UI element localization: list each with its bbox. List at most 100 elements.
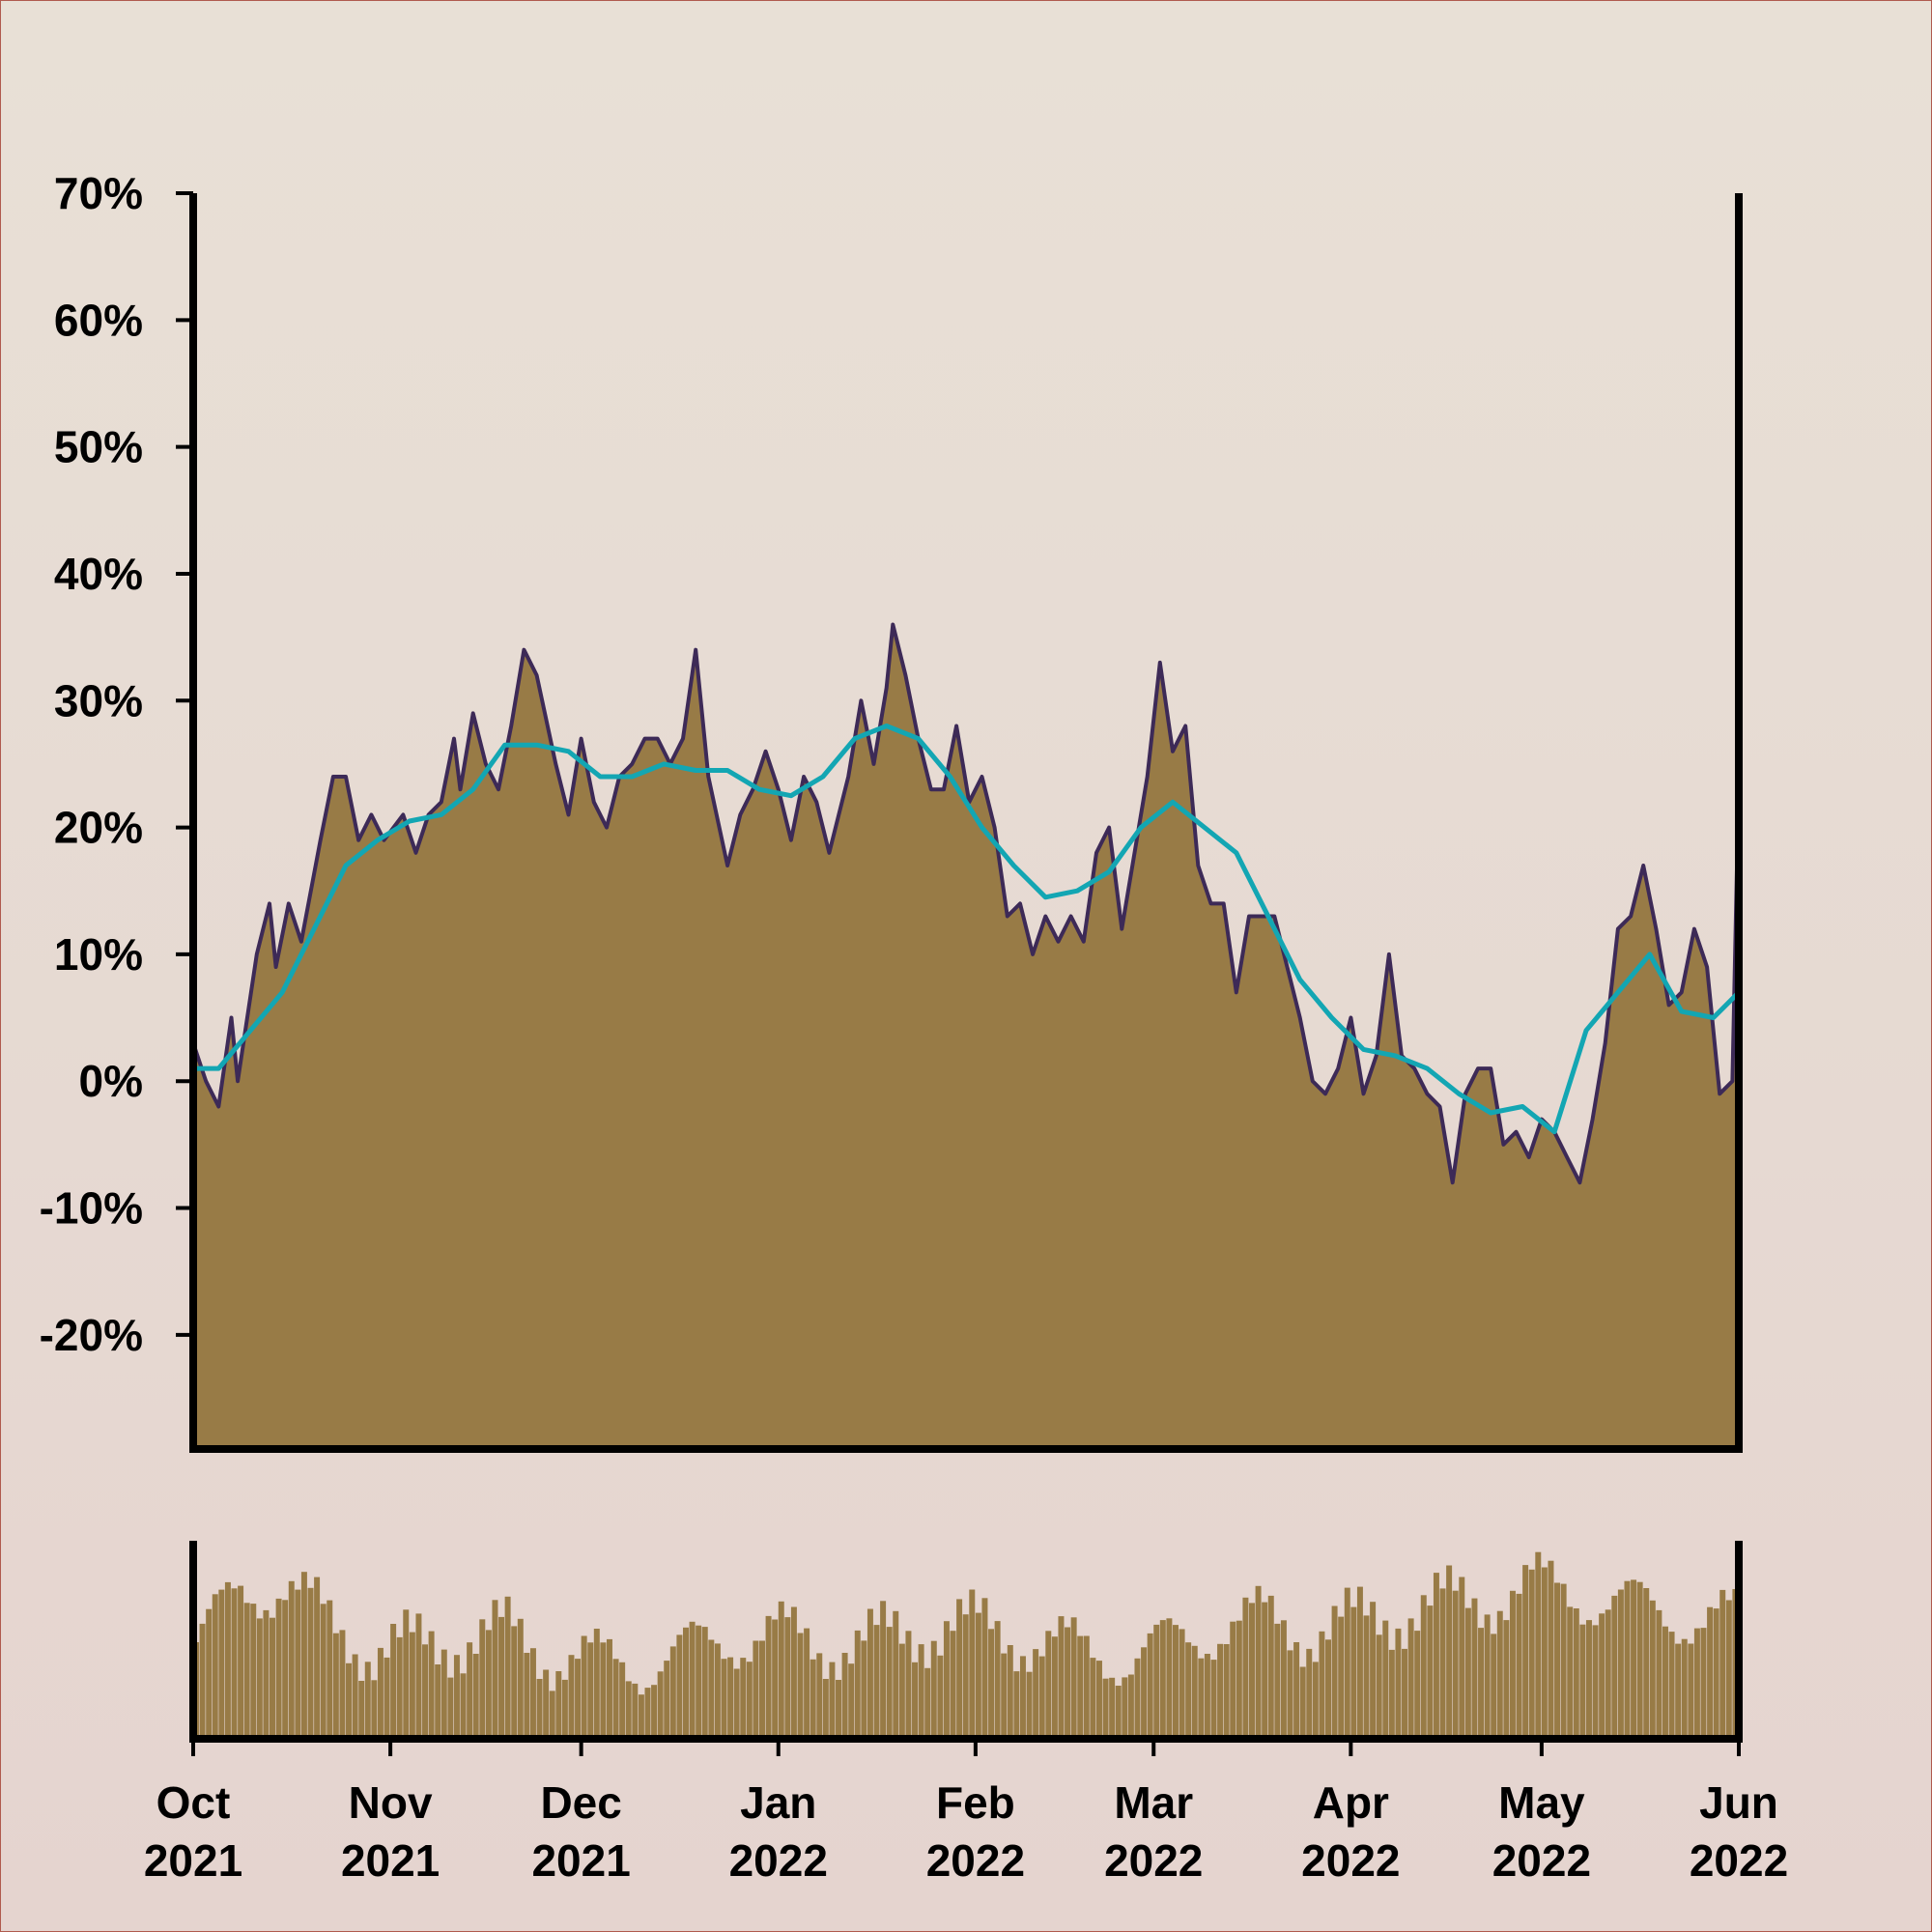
- volume-bar-211: [1535, 1551, 1542, 1739]
- volume-bar-33: [403, 1609, 410, 1739]
- volume-bar-72: [651, 1685, 658, 1739]
- moving-average-point-28: [1075, 889, 1079, 893]
- volume-bar-34: [409, 1632, 415, 1739]
- price-line: [193, 622, 1739, 1185]
- price-point-102: [1501, 1143, 1505, 1147]
- volume-bar-8: [243, 1603, 250, 1739]
- moving-average-point-8: [440, 812, 443, 816]
- volume-bar-80: [701, 1627, 708, 1739]
- x-tick-year: 2022: [1492, 1835, 1591, 1886]
- volume-bar-186: [1376, 1634, 1382, 1739]
- moving-average-point-36: [1330, 1016, 1334, 1019]
- volume-bar-23: [339, 1630, 346, 1739]
- volume-bar-165: [1242, 1597, 1249, 1739]
- volume-bar-64: [600, 1642, 607, 1739]
- volume-bar-162: [1223, 1644, 1230, 1739]
- volume-bar-194: [1427, 1605, 1434, 1739]
- volume-bar-183: [1356, 1586, 1363, 1739]
- volume-bar-204: [1491, 1634, 1497, 1739]
- price-point-3: [230, 1016, 233, 1019]
- volume-bar-114: [918, 1644, 924, 1739]
- volume-bar-172: [1287, 1650, 1293, 1739]
- volume-bar-167: [1255, 1585, 1262, 1739]
- moving-average-point-38: [1393, 1054, 1397, 1058]
- volume-bar-41: [453, 1655, 460, 1739]
- volume-bar-145: [1115, 1686, 1122, 1739]
- price-point-29: [567, 812, 570, 816]
- price-point-12: [344, 775, 348, 779]
- moving-average-point-11: [535, 743, 539, 747]
- price-point-117: [1692, 927, 1696, 931]
- price-point-55: [903, 673, 907, 677]
- x-tick-month: Apr: [1313, 1777, 1389, 1828]
- volume-bar-61: [581, 1635, 587, 1739]
- volume-bar-151: [1153, 1624, 1160, 1739]
- volume-bar-232: [1668, 1632, 1675, 1739]
- moving-average-point-46: [1648, 952, 1652, 956]
- price-point-59: [954, 724, 958, 727]
- x-tick-year: 2022: [729, 1835, 828, 1886]
- moving-average-point-19: [789, 794, 793, 798]
- price-point-96: [1425, 1092, 1429, 1095]
- volume-bar-230: [1656, 1609, 1662, 1739]
- y-tick-label: 10%: [54, 929, 143, 980]
- volume-bar-121: [962, 1614, 969, 1739]
- x-tick-year: 2022: [1301, 1835, 1400, 1886]
- price-point-82: [1247, 915, 1251, 918]
- volume-bar-31: [390, 1624, 397, 1739]
- volume-bar-43: [467, 1642, 473, 1739]
- moving-average-point-21: [853, 737, 857, 741]
- price-point-90: [1349, 1016, 1352, 1019]
- price-point-63: [1006, 915, 1009, 918]
- price-point-104: [1527, 1155, 1531, 1159]
- y-tick-label: 30%: [54, 675, 143, 725]
- moving-average-point-42: [1520, 1105, 1524, 1108]
- volume-bar-74: [664, 1661, 670, 1739]
- volume-bar-170: [1274, 1623, 1281, 1739]
- price-point-20: [452, 737, 456, 741]
- volume-bar-108: [880, 1601, 887, 1739]
- price-point-89: [1336, 1066, 1340, 1070]
- moving-average-point-43: [1552, 1130, 1556, 1134]
- main-series-group: [193, 622, 1739, 1449]
- volume-bar-240: [1719, 1589, 1726, 1739]
- price-point-65: [1031, 952, 1035, 956]
- volume-bar-105: [861, 1640, 867, 1739]
- volume-bar-123: [975, 1612, 981, 1739]
- moving-average-point-17: [725, 769, 729, 772]
- price-point-79: [1209, 901, 1212, 905]
- volume-bar-42: [460, 1673, 467, 1739]
- volume-bar-7: [238, 1585, 244, 1739]
- volume-bar-29: [377, 1647, 384, 1739]
- volume-bar-210: [1528, 1569, 1535, 1739]
- volume-bar-97: [810, 1659, 816, 1739]
- price-point-25: [509, 724, 513, 727]
- volume-bar-118: [943, 1621, 950, 1739]
- volume-bar-161: [1217, 1643, 1224, 1739]
- volume-bar-154: [1172, 1625, 1179, 1739]
- volume-bar-148: [1134, 1658, 1141, 1739]
- price-point-83: [1260, 915, 1264, 918]
- price-point-39: [694, 648, 697, 652]
- main-price-panel: 70% 60% 50% 40% 30% 20% 10% 0% -10% -20%: [40, 168, 1743, 1453]
- price-point-48: [814, 800, 818, 804]
- price-point-26: [522, 648, 526, 652]
- volume-bar-197: [1446, 1565, 1453, 1739]
- volume-bar-146: [1122, 1677, 1128, 1739]
- moving-average-point-34: [1266, 915, 1270, 918]
- volume-bar-19: [314, 1577, 321, 1739]
- volume-bar-96: [804, 1628, 810, 1739]
- price-point-6: [268, 901, 271, 905]
- volume-bar-90: [765, 1615, 772, 1739]
- x-tick-year: 2022: [1690, 1835, 1788, 1886]
- volume-bar-136: [1058, 1616, 1065, 1739]
- price-point-17: [414, 851, 417, 855]
- volume-bar-94: [790, 1606, 797, 1739]
- moving-average-point-10: [503, 743, 507, 747]
- moving-average-point-14: [630, 775, 634, 779]
- price-point-118: [1705, 965, 1709, 969]
- volume-bar-6: [231, 1588, 238, 1739]
- volume-bar-77: [683, 1627, 689, 1739]
- volume-bar-175: [1306, 1648, 1313, 1739]
- volume-bar-2: [206, 1608, 213, 1739]
